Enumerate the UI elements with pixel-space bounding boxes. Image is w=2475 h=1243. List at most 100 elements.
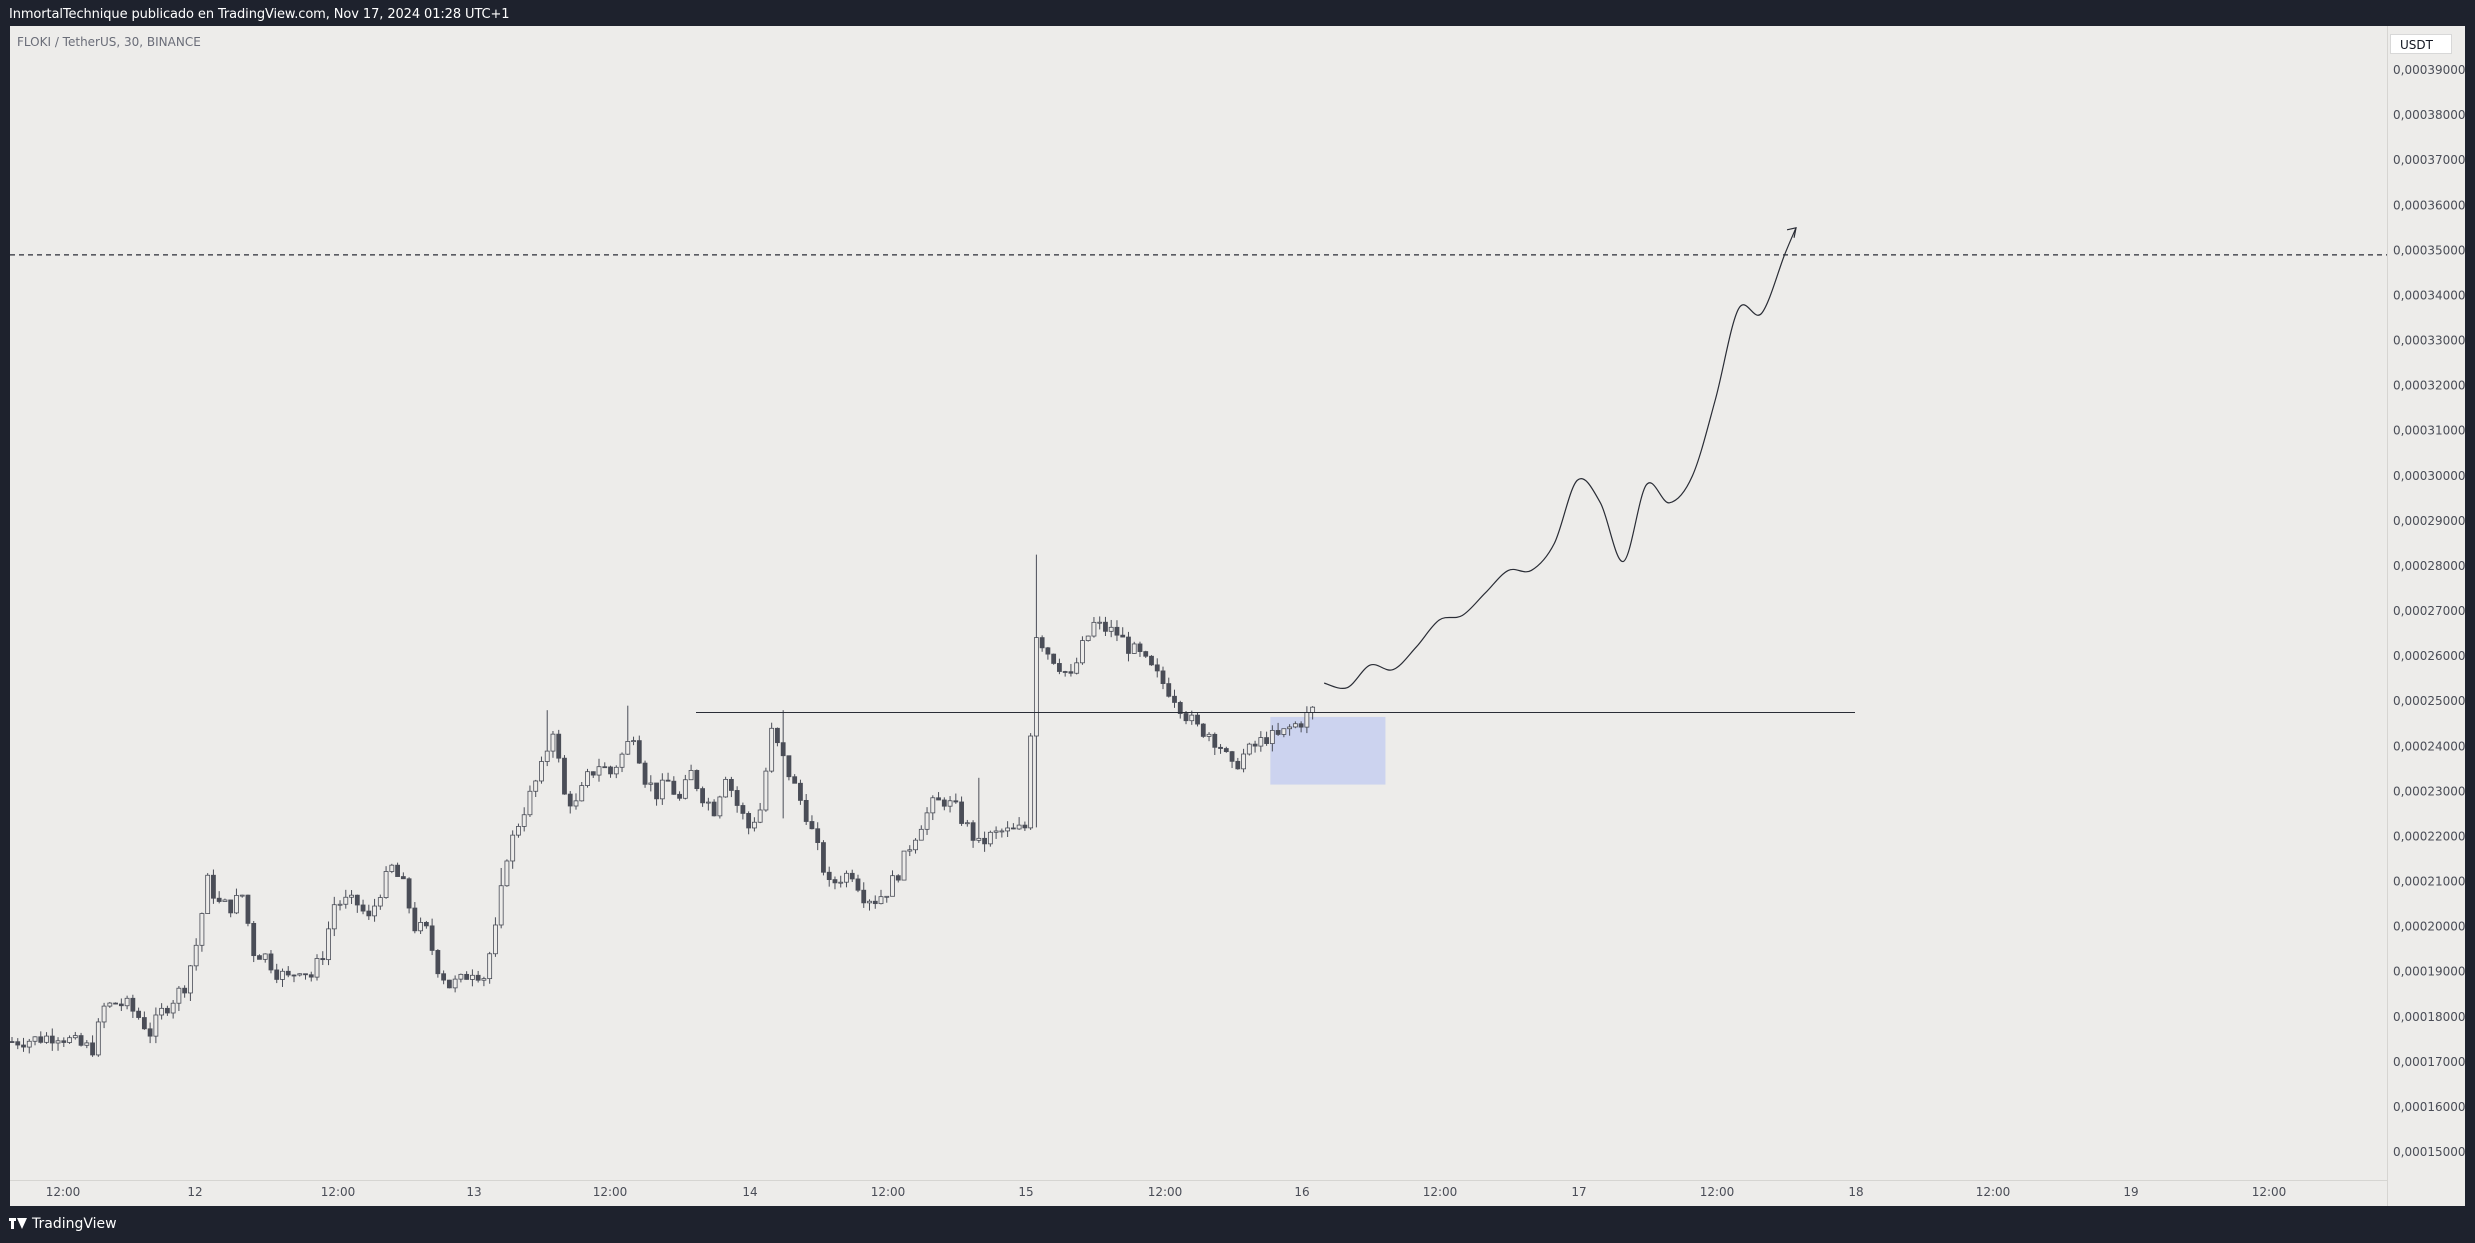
price-axis-label: 0,00030000 <box>2393 469 2465 483</box>
candle <box>222 898 228 902</box>
candle <box>1126 631 1131 662</box>
candle <box>395 862 400 877</box>
candle <box>481 976 487 987</box>
candle <box>274 963 280 984</box>
candle <box>1149 655 1154 666</box>
candle <box>682 774 688 800</box>
candle <box>1114 620 1120 642</box>
price-axis-label: 0,00033000 <box>2393 334 2465 348</box>
candle <box>913 838 918 854</box>
candle <box>798 779 803 805</box>
price-axis-label: 0,00021000 <box>2393 875 2465 889</box>
candle <box>21 1037 26 1052</box>
price-axis-label: 0,00034000 <box>2393 288 2465 302</box>
candle <box>1281 728 1287 738</box>
candle <box>1074 657 1080 675</box>
candle <box>199 912 205 952</box>
price-axis-label: 0,00020000 <box>2393 920 2465 934</box>
candle <box>769 722 775 773</box>
candle <box>907 845 913 857</box>
candle <box>343 889 349 909</box>
candle <box>510 830 516 869</box>
price-axis-label: 0,00024000 <box>2393 739 2465 753</box>
price-axis-label: 0,00022000 <box>2393 829 2465 843</box>
time-axis-label: 12:00 <box>871 1185 906 1199</box>
candle <box>216 891 222 904</box>
candle <box>596 758 602 782</box>
price-axis-label: 0,00029000 <box>2393 514 2465 528</box>
time-axis-label: 12:00 <box>593 1185 628 1199</box>
brand-name[interactable]: TradingView <box>32 1216 117 1232</box>
candle <box>49 1028 55 1051</box>
price-axis-label: 0,00017000 <box>2393 1055 2465 1069</box>
candle <box>527 785 533 817</box>
candle <box>446 979 452 989</box>
tradingview-logo-icon[interactable] <box>9 1217 27 1230</box>
candle <box>1057 658 1062 675</box>
candle <box>1189 710 1195 725</box>
candle <box>337 900 343 911</box>
candle <box>648 775 654 792</box>
candle <box>987 830 993 847</box>
time-axis-label: 12 <box>187 1185 202 1199</box>
candle <box>1051 653 1057 665</box>
candle <box>101 1002 107 1029</box>
candle <box>1028 733 1034 830</box>
time-axis-label: 12:00 <box>321 1185 356 1199</box>
publication-header: InmortalTechnique publicado en TradingVi… <box>0 0 2475 26</box>
candle <box>44 1032 49 1044</box>
price-axis-label: 0,00035000 <box>2393 243 2465 257</box>
candle <box>763 767 769 812</box>
candle <box>170 1000 176 1019</box>
price-axis-label: 0,00016000 <box>2393 1100 2465 1114</box>
candle <box>95 1018 101 1057</box>
candle <box>590 771 596 778</box>
price-axis-label: 0,00026000 <box>2393 649 2465 663</box>
candle <box>1298 721 1304 733</box>
candle <box>941 797 947 811</box>
candle <box>72 1031 78 1040</box>
candle <box>435 949 441 978</box>
candle <box>1252 740 1258 753</box>
price-axis-label: 0,00015000 <box>2393 1145 2465 1159</box>
currency-badge[interactable]: USDT <box>2390 34 2452 54</box>
time-axis-label: 12:00 <box>1423 1185 1458 1199</box>
candle <box>728 776 734 798</box>
candle <box>901 850 907 881</box>
candle <box>964 819 970 827</box>
candle <box>918 825 924 841</box>
candle <box>377 894 383 910</box>
candle <box>855 874 861 893</box>
candle <box>360 899 366 915</box>
price-axis-label: 0,00028000 <box>2393 559 2465 573</box>
candle <box>688 764 694 781</box>
candle <box>780 710 786 819</box>
candle <box>164 1005 170 1016</box>
candle <box>775 727 780 747</box>
candle <box>124 995 130 1010</box>
candle <box>849 869 855 883</box>
symbol-label[interactable]: FLOKI / TetherUS, 30, BINANCE <box>17 35 201 49</box>
candle <box>78 1032 84 1047</box>
header-text: InmortalTechnique publicado en TradingVi… <box>9 7 510 22</box>
candle <box>579 782 585 802</box>
projection-path[interactable] <box>1323 227 1797 689</box>
candle <box>1045 646 1051 660</box>
candle <box>556 729 562 763</box>
chart-panel[interactable]: 0,00039000 0,00038000 0,00037000 0,00036000… <box>10 26 2465 1206</box>
candle <box>176 986 182 1011</box>
candle <box>1068 663 1074 677</box>
candle <box>147 1022 153 1044</box>
candle <box>976 777 982 843</box>
candle <box>539 756 544 784</box>
candle <box>654 782 659 806</box>
candle <box>613 765 619 779</box>
candle <box>1195 712 1200 727</box>
candle <box>389 863 395 874</box>
candle <box>1131 641 1137 654</box>
price-axis-label: 0,00018000 <box>2393 1010 2465 1024</box>
candle <box>1177 700 1183 719</box>
candle <box>1183 710 1189 725</box>
price-chart[interactable]: 0,00039000 0,00038000 0,00037000 0,00036000… <box>10 26 2465 1206</box>
candle <box>792 774 798 784</box>
